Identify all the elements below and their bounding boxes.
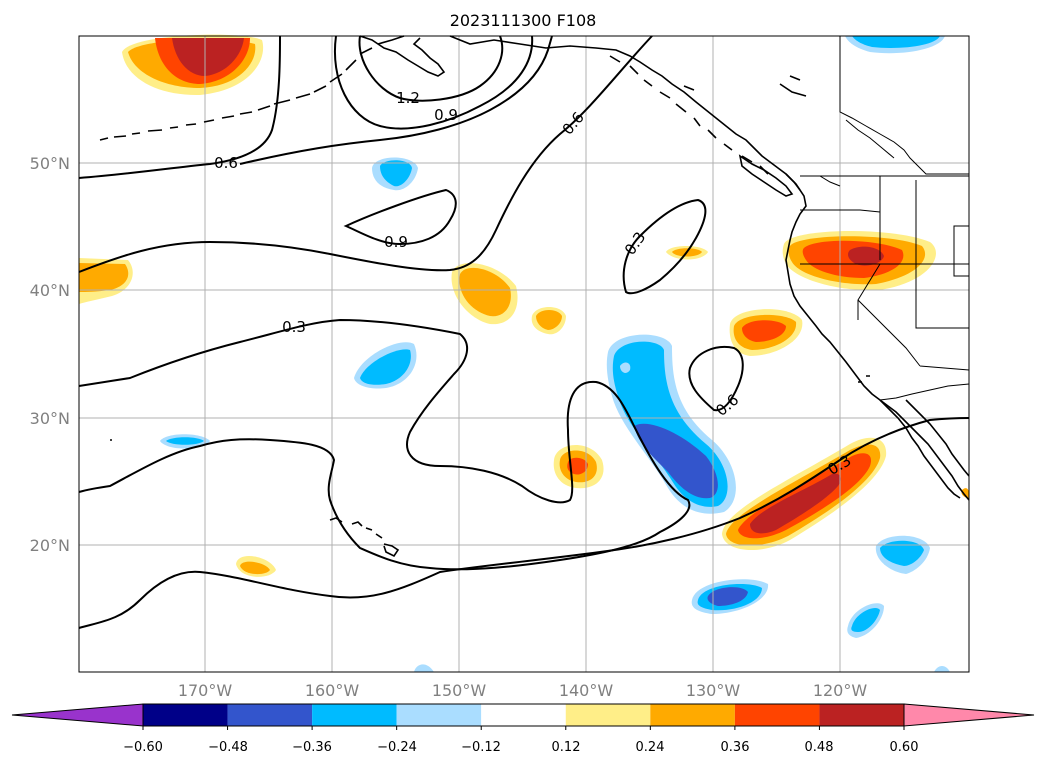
warm-anomaly bbox=[240, 561, 270, 575]
contour-line-0.9 bbox=[343, 188, 457, 246]
hawaii bbox=[329, 517, 400, 558]
contour-line-0.3 bbox=[622, 198, 707, 295]
colorbar-segment bbox=[312, 704, 397, 726]
lon-label: 160°W bbox=[305, 681, 360, 700]
colorbar-segment bbox=[734, 704, 820, 726]
warm-anomaly bbox=[459, 267, 511, 317]
colorbar-segment bbox=[819, 704, 904, 726]
colorbar-tick-label: 0.36 bbox=[721, 740, 750, 755]
colorbar-segment bbox=[227, 704, 313, 726]
warm-anomaly bbox=[172, 38, 244, 76]
cold-anomaly bbox=[707, 587, 748, 606]
cold-anomaly bbox=[620, 362, 631, 373]
cold-anomaly bbox=[360, 349, 411, 385]
baja-california bbox=[879, 399, 970, 499]
map-panel: 1.2 0.9 0.6 0.9 0.3 0.3 0.6 0.3 0.6 bbox=[78, 34, 970, 673]
canada-alaska-border bbox=[839, 36, 969, 175]
colorbar-extend-min bbox=[11, 703, 144, 727]
lat-label: 20°N bbox=[30, 536, 70, 555]
colorbar-segment bbox=[143, 704, 228, 726]
colorbar-segment bbox=[565, 704, 651, 726]
cold-anomaly bbox=[414, 664, 434, 672]
lon-label: 130°W bbox=[686, 681, 741, 700]
colorbar-segment bbox=[481, 704, 566, 726]
warm-anomaly bbox=[750, 473, 841, 534]
contour-label: 0.9 bbox=[434, 106, 458, 124]
small-islands bbox=[110, 375, 870, 441]
cold-anomaly bbox=[880, 540, 924, 566]
colorbar-tick-label: 0.12 bbox=[552, 740, 581, 755]
cold-anomaly bbox=[634, 423, 718, 499]
colorbar-segment bbox=[650, 704, 735, 726]
colorbar-frame bbox=[142, 703, 905, 727]
longitude-labels: 170°W 160°W 150°W 140°W 130°W 120°W bbox=[178, 681, 868, 700]
colorbar bbox=[11, 703, 1035, 730]
lon-label: 140°W bbox=[559, 681, 614, 700]
contour-line-0.3 bbox=[78, 417, 970, 629]
latitude-labels: 50°N 40°N 30°N 20°N bbox=[30, 154, 70, 555]
shaded-fields bbox=[79, 34, 970, 672]
canada-coast bbox=[785, 173, 970, 501]
contour-line-0.3 bbox=[78, 318, 691, 571]
lon-label: 150°W bbox=[432, 681, 487, 700]
warm-anomaly bbox=[848, 246, 884, 266]
contour-label: 1.2 bbox=[396, 89, 420, 107]
contour-line-0.6 bbox=[688, 346, 744, 412]
contour-line-0.9 bbox=[333, 35, 534, 130]
map-title: 2023111300 F108 bbox=[450, 11, 597, 30]
lat-label: 50°N bbox=[30, 154, 70, 173]
cold-anomaly bbox=[852, 36, 940, 48]
warm-anomaly bbox=[567, 457, 588, 475]
warm-anomaly bbox=[961, 488, 970, 498]
us-mexico-border bbox=[879, 383, 970, 401]
lon-label: 170°W bbox=[178, 681, 233, 700]
aleutian-islands bbox=[99, 35, 405, 141]
contour-line-0.6 bbox=[78, 35, 281, 179]
alaska-coast bbox=[359, 35, 801, 191]
map-background bbox=[79, 36, 969, 672]
lon-label: 120°W bbox=[813, 681, 868, 700]
cold-anomaly bbox=[166, 437, 204, 445]
contour-line-0.6 bbox=[239, 35, 553, 165]
colorbar-tick-label: −0.60 bbox=[123, 740, 163, 755]
colorbar-tick-label: −0.24 bbox=[377, 740, 417, 755]
colorbar-segment bbox=[396, 704, 482, 726]
lat-label: 30°N bbox=[30, 409, 70, 428]
contour-label: 0.6 bbox=[214, 154, 238, 172]
contour-line-0.6 bbox=[78, 35, 653, 273]
contour-line-1.2 bbox=[358, 35, 504, 102]
alaska-islands bbox=[609, 55, 807, 175]
contour-label: 0.3 bbox=[282, 318, 306, 336]
cold-anomaly bbox=[934, 666, 950, 672]
colorbar-tick-label: 0.24 bbox=[636, 740, 665, 755]
colorbar-tick-label: −0.12 bbox=[461, 740, 501, 755]
warm-anomaly bbox=[79, 263, 129, 292]
warm-anomaly bbox=[536, 310, 562, 330]
coastlines bbox=[99, 35, 970, 558]
map-frame bbox=[78, 35, 970, 673]
colorbar-tick-label: −0.36 bbox=[292, 740, 332, 755]
lat-label: 40°N bbox=[30, 281, 70, 300]
grid bbox=[79, 36, 969, 672]
cold-anomaly bbox=[851, 607, 880, 632]
cold-anomaly bbox=[380, 160, 412, 187]
contour-label: 0.9 bbox=[384, 233, 408, 251]
vancouver-island bbox=[738, 154, 794, 197]
warm-anomaly bbox=[742, 320, 786, 342]
contour-lines bbox=[78, 35, 970, 629]
canada-interior bbox=[819, 119, 895, 187]
colorbar-tick-label: 0.60 bbox=[890, 740, 919, 755]
colorbar-extend-max bbox=[903, 703, 1035, 727]
colorbar-tick-label: 0.48 bbox=[805, 740, 834, 755]
political-borders bbox=[800, 36, 970, 401]
colorbar-tick-label: −0.48 bbox=[208, 740, 248, 755]
colorbar-tick-labels: −0.60 −0.48 −0.36 −0.24 −0.12 0.12 0.24 … bbox=[123, 740, 918, 755]
